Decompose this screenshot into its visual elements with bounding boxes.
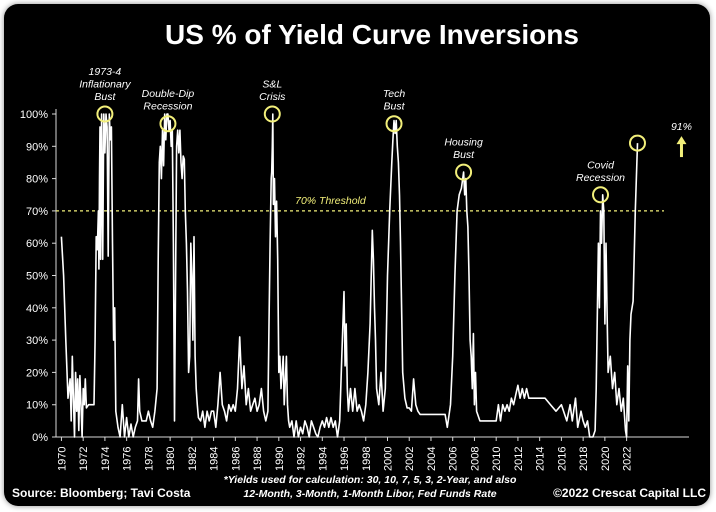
annotation-marker bbox=[96, 105, 114, 123]
annotation-label: Tech bbox=[383, 88, 406, 100]
x-tick-label: 1984 bbox=[209, 447, 221, 471]
x-tick-label: 2016 bbox=[556, 447, 568, 471]
chart-frame: US % of Yield Curve Inversions 0% 10% 20% 3… bbox=[4, 4, 710, 506]
x-tick-label: 2014 bbox=[535, 447, 547, 471]
x-tick-label: 2000 bbox=[382, 447, 394, 471]
y-tick-label: 0% bbox=[32, 432, 48, 444]
footnote-line-1: *Yields used for calculation: 30, 10, 7,… bbox=[224, 474, 517, 486]
annotation-label: Bust bbox=[94, 91, 116, 103]
y-tick-label: 30% bbox=[26, 335, 48, 347]
y-tick-label: 40% bbox=[26, 303, 48, 315]
x-tick-label: 2006 bbox=[448, 447, 460, 471]
x-tick-label: 1982 bbox=[187, 447, 199, 471]
annotation-label: Bust bbox=[453, 149, 475, 161]
threshold-label: 70% Threshold bbox=[295, 195, 367, 207]
x-tick-label: 2008 bbox=[469, 447, 481, 471]
last-value-label: 91% bbox=[671, 121, 692, 133]
annotation-marker bbox=[455, 163, 473, 181]
x-tick-label: 2018 bbox=[578, 447, 590, 471]
x-tick-label: 2002 bbox=[404, 447, 416, 471]
annotation-label: Crisis bbox=[259, 91, 286, 103]
annotation-label: Housing bbox=[444, 137, 483, 149]
x-tick-label: 1970 bbox=[56, 447, 68, 471]
x-tick-label: 1986 bbox=[230, 447, 242, 471]
annotation-label: Bust bbox=[384, 101, 406, 113]
x-tick-label: 1992 bbox=[296, 447, 308, 471]
x-tick-label: 1972 bbox=[78, 447, 90, 471]
y-tick-label: 80% bbox=[26, 174, 48, 186]
annotation-marker bbox=[628, 134, 646, 152]
x-tick-label: 2004 bbox=[426, 447, 438, 471]
annotation-label: Recession bbox=[576, 172, 625, 184]
x-tick-label: 1980 bbox=[165, 447, 177, 471]
source-text: Source: Bloomberg; Tavi Costa bbox=[12, 486, 191, 500]
annotation-label: 1973-4 bbox=[89, 66, 122, 78]
annotation-marker bbox=[385, 115, 403, 133]
annotation-label: Double-Dip bbox=[142, 88, 195, 100]
x-tick-label: 2012 bbox=[513, 447, 525, 471]
series-group bbox=[60, 113, 639, 438]
x-tick-label: 2022 bbox=[622, 447, 634, 471]
copyright-text: ©2022 Crescat Capital LLC bbox=[553, 486, 706, 500]
chart-title: US % of Yield Curve Inversions bbox=[165, 19, 579, 50]
annotation-label: Inflationary bbox=[79, 79, 131, 91]
y-tick-label: 10% bbox=[26, 400, 48, 412]
x-tick-label: 1978 bbox=[143, 447, 155, 471]
y-tick-label: 20% bbox=[26, 367, 48, 379]
x-tick-label: 2010 bbox=[491, 447, 503, 471]
threshold-group: 70% Threshold bbox=[56, 195, 664, 212]
annotation-marker bbox=[159, 115, 177, 133]
x-tick-label: 1988 bbox=[252, 447, 264, 471]
y-tick-label: 100% bbox=[20, 109, 48, 121]
x-tick-label: 1996 bbox=[339, 447, 351, 471]
x-tick-label: 1994 bbox=[317, 447, 329, 471]
annotation-label: Recession bbox=[143, 101, 192, 113]
y-tick-label: 60% bbox=[26, 238, 48, 250]
x-tick-label: 1976 bbox=[122, 447, 134, 471]
up-arrow-icon bbox=[676, 136, 687, 145]
annotation-marker bbox=[263, 105, 281, 123]
annotation-label: S&L bbox=[262, 79, 282, 91]
x-tick-label: 1998 bbox=[361, 447, 373, 471]
x-tick-label: 2020 bbox=[600, 447, 612, 471]
x-tick-label: 1990 bbox=[274, 447, 286, 471]
x-tick-label: 1974 bbox=[100, 447, 112, 471]
annotation-marker bbox=[592, 186, 610, 204]
series-line bbox=[60, 113, 639, 438]
y-tick-label: 70% bbox=[26, 206, 48, 218]
y-tick-label: 90% bbox=[26, 141, 48, 153]
y-tick-label: 50% bbox=[26, 271, 48, 283]
annotation-label: Covid bbox=[587, 159, 615, 171]
axes: 0% 10% 20% 30% 40% 50% 60% 70% 80% 90% 100% 1970 197… bbox=[20, 109, 689, 471]
footnote-line-2: 12-Month, 3-Month, 1-Month Libor, Fed Fu… bbox=[243, 488, 496, 500]
yield-curve-inversion-chart: US % of Yield Curve Inversions 0% 10% 20% 3… bbox=[12, 19, 706, 500]
